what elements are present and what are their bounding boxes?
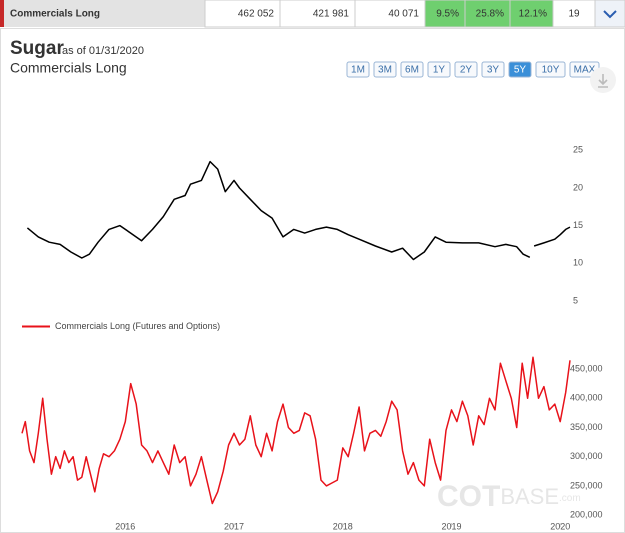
range-button[interactable]: [454, 61, 478, 78]
watermark: COTBASE.com: [437, 480, 581, 513]
range-button[interactable]: [346, 61, 370, 78]
as-of: as of 01/31/2020: [62, 45, 144, 57]
range-button-label: 3M: [378, 65, 392, 76]
range-button[interactable]: [535, 61, 566, 78]
x-tick-label: 2017: [224, 521, 244, 531]
header-marker: [0, 0, 4, 27]
x-tick-label: 2018: [333, 521, 353, 531]
y-tick-label: 250,000: [570, 480, 603, 490]
header-value: 9.5%: [436, 9, 459, 20]
header-cell: [204, 0, 281, 28]
y-tick-label: 15: [573, 220, 583, 230]
header-cell: [424, 0, 466, 28]
y-tick-label: 400,000: [570, 393, 603, 403]
watermark-rest: BASE: [500, 484, 559, 509]
header-value: 40 071: [388, 9, 419, 20]
range-button[interactable]: [427, 61, 451, 78]
header-value: 25.8%: [476, 9, 504, 20]
range-button-label: 3Y: [487, 65, 500, 76]
y-tick-label: 350,000: [570, 422, 603, 432]
y-tick-label: 200,000: [570, 510, 603, 520]
range-button[interactable]: [508, 61, 532, 78]
range-button-label: 1Y: [433, 65, 446, 76]
header-value: 19: [568, 9, 580, 20]
range-button-label: 6M: [405, 65, 419, 76]
y-tick-label: 5: [573, 295, 578, 305]
watermark-bold: COT: [437, 480, 500, 513]
range-button-label: MAX: [574, 65, 596, 76]
title: Sugar: [10, 38, 64, 59]
download-icon: [598, 74, 608, 88]
y-tick-label: 450,000: [570, 363, 603, 373]
x-tick-label: 2016: [115, 521, 135, 531]
range-button-label: 1M: [351, 65, 365, 76]
chevron: [603, 10, 617, 19]
x-tick-label: 2019: [441, 521, 461, 531]
header-cell: [354, 0, 426, 28]
range-button-label: 10Y: [542, 65, 560, 76]
frame: [0, 28, 625, 533]
header-cell: [279, 0, 356, 28]
subtitle: Commercials Long: [10, 60, 127, 76]
y-tick-label: 10: [573, 258, 583, 268]
range-button[interactable]: [400, 61, 424, 78]
x-tick-label: 2020: [550, 521, 570, 531]
range-button-label: 5Y: [514, 65, 527, 76]
series-line: [21, 356, 571, 505]
header-value: 421 981: [313, 9, 350, 20]
range-button-label: 2Y: [460, 65, 473, 76]
watermark-suffix: .com: [559, 493, 581, 504]
series-line: [26, 160, 571, 261]
legend-label: Commercials Long (Futures and Options): [55, 321, 220, 331]
y-tick-label: 25: [573, 145, 583, 155]
y-tick-label: 20: [573, 182, 583, 192]
header-cell: [509, 0, 554, 28]
dropdown[interactable]: [594, 0, 625, 28]
header-label-cell: [0, 0, 205, 27]
range-button[interactable]: [373, 61, 397, 78]
header-label: Commercials Long: [10, 9, 100, 20]
header-cell: [464, 0, 511, 28]
header-value: 12.1%: [519, 9, 547, 20]
range-button[interactable]: [481, 61, 505, 78]
header-value: 462 052: [238, 9, 275, 20]
y-tick-label: 300,000: [570, 451, 603, 461]
